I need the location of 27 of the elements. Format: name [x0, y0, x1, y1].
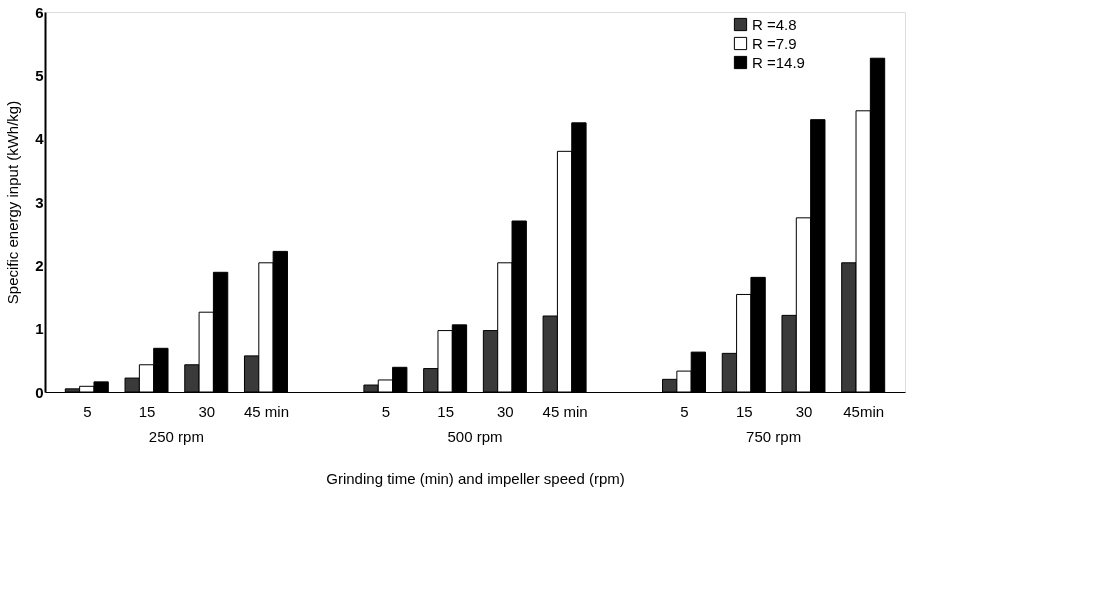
x-tick-label: 45min — [843, 402, 885, 420]
x-tick-label: 30 — [497, 402, 514, 420]
x-tick-label: 5 — [680, 402, 689, 420]
y-tick-label: 0 — [35, 383, 44, 401]
text: 500 rpm — [447, 428, 503, 445]
x-tick-label: 5 — [381, 402, 391, 420]
text: 250 rpm — [148, 428, 204, 445]
x-tick-label: 15 — [138, 402, 156, 420]
x-axis-title: Grinding time (min) and impeller speed (rpm) — [326, 469, 625, 487]
y-tick-label: 5 — [35, 66, 44, 84]
x-tick-label: 45 min — [243, 402, 289, 420]
y-axis-title: Specific energy input (kWh/kg) — [4, 100, 22, 305]
legend-label: R =7.9 — [752, 34, 797, 52]
y-tick-label: 2 — [35, 256, 44, 274]
x-tick-label: 15 — [437, 402, 454, 420]
y-tick-label: 1 — [35, 320, 44, 338]
x-tick-label: 30 — [795, 402, 813, 420]
x-tick-label: 5 — [83, 402, 92, 420]
x-tick-label: 15 — [735, 402, 753, 420]
x-tick-label: 30 — [198, 402, 216, 420]
x-tick-label: 45 min — [542, 402, 588, 420]
text: 750 rpm — [746, 428, 802, 445]
y-tick-label: 3 — [35, 193, 44, 211]
y-tick-label: 4 — [35, 130, 45, 148]
y-tick-label: 6 — [35, 3, 44, 21]
legend-label: R =4.8 — [752, 15, 797, 33]
legend-label: R =14.9 — [752, 53, 805, 71]
